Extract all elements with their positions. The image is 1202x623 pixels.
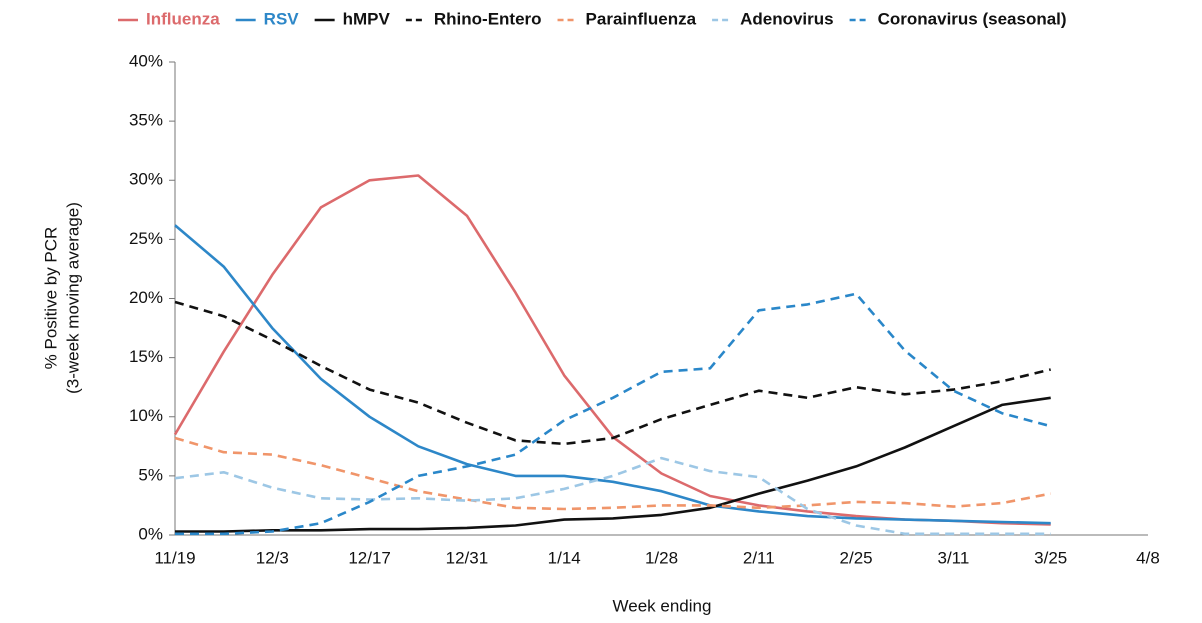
series-line	[174, 456, 1051, 536]
y-tick-label: 35%	[129, 111, 163, 130]
legend-label: Rhino-Entero	[434, 9, 542, 28]
legend-label: RSV	[264, 9, 300, 28]
y-tick-label: 0%	[138, 524, 163, 543]
y-tick-label: 30%	[129, 170, 163, 189]
y-axis-label: (3-week moving average)	[63, 202, 82, 394]
x-tick-label: 3/25	[1034, 548, 1067, 567]
x-tick-label: 1/28	[645, 548, 678, 567]
x-tick-label: 12/31	[446, 548, 489, 567]
series-line	[174, 300, 1052, 446]
x-tick-label: 4/8	[1136, 548, 1160, 567]
y-tick-label: 40%	[129, 51, 163, 70]
x-tick-label: 11/19	[154, 548, 195, 567]
x-tick-label: 2/25	[840, 548, 873, 567]
y-tick-label: 10%	[129, 406, 163, 425]
y-tick-label: 15%	[129, 347, 163, 366]
x-axis-label: Week ending	[613, 596, 712, 615]
series-line	[174, 436, 1051, 511]
legend-label: Parainfluenza	[586, 9, 697, 28]
y-tick-label: 20%	[129, 288, 163, 307]
x-tick-label: 12/17	[348, 548, 391, 567]
x-tick-label: 2/11	[743, 548, 775, 567]
y-axis-label: % Positive by PCR	[41, 227, 60, 370]
series-line	[173, 174, 1051, 526]
legend-label: Adenovirus	[740, 9, 834, 28]
series-line	[174, 224, 1051, 525]
legend-label: Coronavirus (seasonal)	[878, 9, 1067, 28]
y-tick-label: 5%	[138, 465, 163, 484]
series-line	[175, 292, 1052, 536]
legend-label: hMPV	[343, 9, 391, 28]
legend-label: Influenza	[146, 9, 220, 28]
x-tick-label: 12/3	[256, 548, 289, 567]
series-line	[175, 396, 1051, 533]
x-tick-label: 1/14	[548, 548, 581, 567]
x-tick-label: 3/11	[937, 548, 969, 567]
y-tick-label: 25%	[129, 229, 163, 248]
